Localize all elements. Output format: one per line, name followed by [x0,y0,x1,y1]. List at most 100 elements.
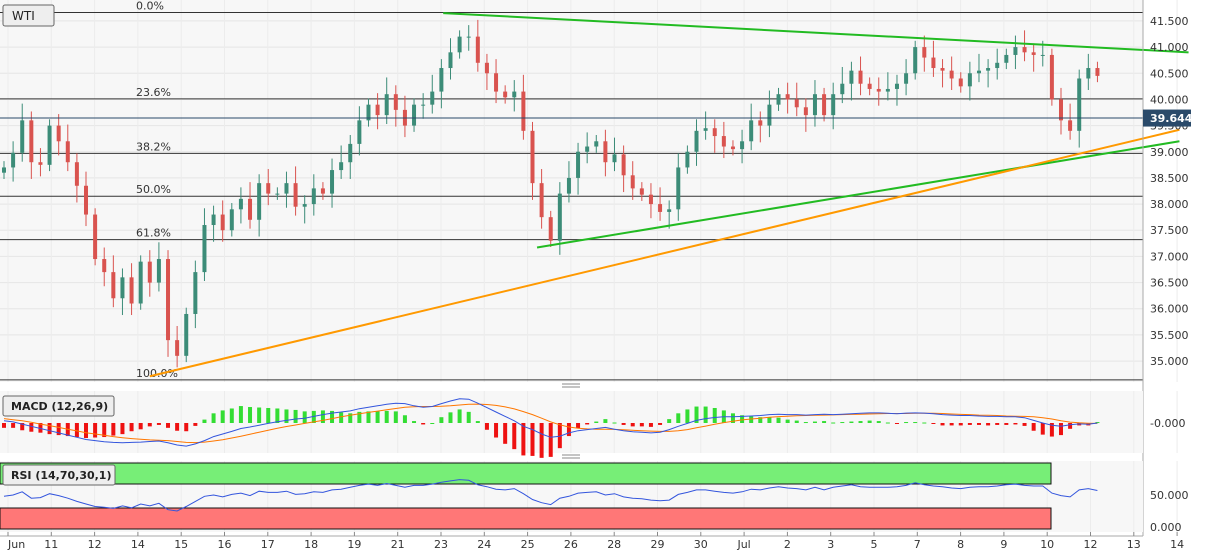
candle-body [1058,99,1063,121]
macd-histogram-bar [412,421,417,423]
candle-body [630,175,635,189]
price-tick-label: 39.000 [1150,146,1189,159]
date-tick-label: 29 [651,538,665,551]
candle-body [639,188,644,195]
macd-histogram-bar [439,417,444,423]
macd-histogram-bar [494,423,499,438]
candle-body [494,73,499,92]
last-price-tag-box [1143,109,1191,127]
date-tick-label: 14 [131,538,145,551]
candle-body [685,151,690,168]
candle-body [412,104,417,126]
macd-histogram-bar [421,423,426,425]
macd-histogram-bar [557,423,562,449]
candle-body [1013,47,1018,55]
candle-body [129,277,134,304]
macd-histogram-bar [967,423,972,425]
macd-histogram-bar [1049,423,1054,437]
macd-label[interactable]: MACD (12,26,9) [2,395,115,417]
date-tick-label: 5 [871,538,878,551]
date-tick-label: 25 [521,538,535,551]
rsi-label-box [2,464,116,486]
macd-histogram-bar [986,423,991,426]
candle-body [111,272,116,299]
macd-histogram-bar [949,423,954,426]
macd-histogram-bar [894,423,899,424]
macd-histogram-bar [20,423,25,431]
fib-level-label: 50.0% [136,183,171,196]
macd-histogram-bar [393,411,398,423]
candle-body [557,193,562,241]
macd-histogram-bar [1031,423,1036,431]
candle-body [439,68,444,92]
macd-histogram-bar [539,423,544,458]
macd-histogram-bar [348,413,353,423]
candle-body [740,141,745,150]
macd-histogram-bar [703,406,708,423]
candle-body [211,214,216,226]
macd-histogram-bar [858,421,863,423]
rsi-label[interactable]: RSI (14,70,30,1) [2,464,116,486]
candle-body [712,128,717,137]
candle-body [758,120,763,126]
macd-histogram-bar [84,423,89,439]
date-tick-label: 16 [218,538,232,551]
candle-body [193,272,198,314]
macd-histogram-bar [603,419,608,423]
candle-body [29,120,34,163]
macd-histogram-bar [156,423,161,425]
price-panel: 0.0% 23.6% 38.2% 50.0% 61.8% 100.0% 41.500 41.… [0,0,1193,536]
macd-histogram-bar [38,423,43,433]
price-tick-label: 41.500 [1150,15,1189,28]
candle-body [667,209,672,212]
date-tick-label: 14 [1170,538,1184,551]
candle-body [1040,54,1045,56]
candle-body [922,47,927,58]
candle-body [1049,54,1054,100]
macd-histogram-bar [56,423,61,436]
candle-body [676,167,681,210]
macd-histogram-bar [138,423,143,430]
candle-body [521,91,526,131]
candle-body [484,62,489,74]
macd-histogram-bar [211,413,216,423]
macd-histogram-bar [457,409,462,423]
macd-histogram-bar [466,411,471,423]
last-price-tag-text: 39.644 [1150,112,1193,125]
candle-body [831,94,836,116]
pane-separator-2[interactable] [562,454,580,459]
candle-body [612,154,617,163]
symbol-label[interactable]: WTI [2,4,55,27]
pane-separator-1[interactable] [562,383,580,388]
candle-body [120,277,125,299]
candle-body [794,99,799,108]
candle-body [238,198,243,210]
candle-body [74,162,79,186]
macd-histogram-bar [184,423,189,432]
macd-histogram-bar [330,410,335,423]
price-tick-label: 38.000 [1150,198,1189,211]
macd-histogram-bar [1058,423,1063,436]
last-price-tag: 39.644 [1143,109,1193,127]
macd-histogram-bar [384,410,389,423]
macd-histogram-bar [175,423,180,431]
candle-body [776,94,781,105]
macd-histogram-bar [102,423,107,438]
macd-histogram-bar [749,416,754,423]
candle-body [56,125,61,142]
candle-body [530,130,535,184]
macd-histogram-bar [958,423,963,426]
candle-body [812,94,817,116]
macd-lines [3,398,1098,447]
macd-histogram-bar [430,423,435,424]
candle-body [11,152,16,168]
price-tick-label: 36.500 [1150,277,1189,290]
candle-body [220,214,225,231]
macd-histogram-bar [1013,423,1018,425]
macd-histogram-bar [248,407,253,423]
candle-body [1022,47,1027,53]
candle-body [849,70,854,84]
candle-body [1095,68,1100,76]
candle-body [585,146,590,152]
candle-body [576,151,581,178]
